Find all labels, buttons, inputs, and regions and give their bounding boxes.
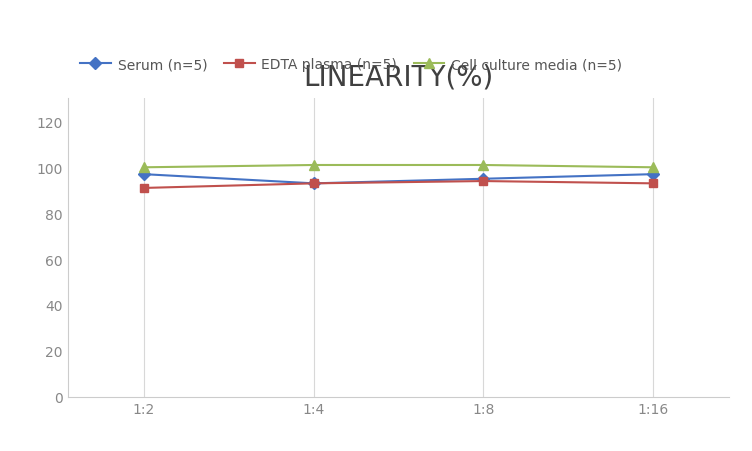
Cell culture media (n=5) — [479, 163, 488, 168]
Cell culture media (n=5) — [140, 165, 149, 170]
Serum (n=5) — [140, 172, 149, 178]
Serum (n=5) — [648, 172, 657, 178]
Title: LINEARITY(%): LINEARITY(%) — [304, 64, 493, 92]
Line: Cell culture media (n=5): Cell culture media (n=5) — [139, 161, 658, 173]
Legend: Serum (n=5), EDTA plasma (n=5), Cell culture media (n=5): Serum (n=5), EDTA plasma (n=5), Cell cul… — [74, 53, 628, 78]
EDTA plasma (n=5) — [140, 186, 149, 191]
Line: EDTA plasma (n=5): EDTA plasma (n=5) — [140, 178, 657, 193]
EDTA plasma (n=5) — [648, 181, 657, 187]
Cell culture media (n=5) — [648, 165, 657, 170]
EDTA plasma (n=5) — [479, 179, 488, 184]
Cell culture media (n=5) — [309, 163, 318, 168]
Serum (n=5) — [479, 177, 488, 182]
EDTA plasma (n=5) — [309, 181, 318, 187]
Line: Serum (n=5): Serum (n=5) — [140, 170, 657, 188]
Serum (n=5) — [309, 181, 318, 187]
